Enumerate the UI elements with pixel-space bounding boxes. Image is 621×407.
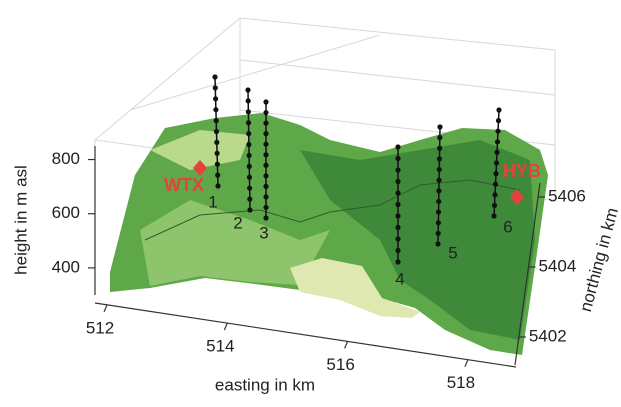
profile-dot [493, 182, 498, 187]
profile-dot [494, 150, 499, 155]
profile-dot [215, 173, 220, 178]
z-tick-label: 400 [52, 257, 80, 276]
profile-dot [263, 184, 268, 189]
profile-dot [212, 74, 217, 79]
profile-dot [395, 202, 400, 207]
profile-dot [263, 163, 268, 168]
profile-dot [436, 188, 441, 193]
profile-dot [395, 167, 400, 172]
terrain [110, 113, 548, 355]
profile-label: 5 [448, 243, 457, 262]
profile-dot [263, 205, 268, 210]
profile-dot [246, 120, 251, 125]
profile-dot [494, 160, 499, 165]
profile-label: 1 [208, 192, 217, 211]
profile-dot [395, 179, 400, 184]
profile-dot [491, 213, 496, 218]
profile-dot [395, 248, 400, 253]
profile-dot [495, 139, 500, 144]
profile-dot [247, 175, 252, 180]
profile-label: 6 [503, 217, 512, 236]
profile-dot [436, 220, 441, 225]
profile-dot [246, 153, 251, 158]
profile-dot [263, 194, 268, 199]
x-tick-label: 518 [447, 373, 475, 392]
profile-dot [496, 118, 501, 123]
profile-dot [496, 107, 501, 112]
profile-dot [213, 96, 218, 101]
profile-dot [247, 164, 252, 169]
profile-dot [395, 225, 400, 230]
z-axis-label: height in m asl [11, 165, 30, 275]
x-tick [104, 305, 107, 312]
profile-dot [247, 196, 252, 201]
profile-dot [263, 173, 268, 178]
x-tick [345, 341, 348, 348]
profile-dot [492, 203, 497, 208]
profile-dot [247, 186, 252, 191]
z-tick-label: 600 [52, 203, 80, 222]
profile-dot [214, 140, 219, 145]
profile-dot [263, 142, 268, 147]
profile-dot [437, 135, 442, 140]
profile-dot [213, 85, 218, 90]
x-tick [465, 360, 468, 367]
profile-dot [435, 241, 440, 246]
y-axis-label: northing in km [576, 206, 621, 314]
station-label: HYB [503, 161, 541, 181]
profile-dot [395, 144, 400, 149]
profile-dot [437, 167, 442, 172]
profile-dot [395, 156, 400, 161]
profile-dot [263, 152, 268, 157]
profile-dot [436, 178, 441, 183]
profile-label: 2 [233, 213, 242, 232]
station-label: WTX [164, 175, 204, 195]
profile-dot [492, 192, 497, 197]
profile-dot [263, 215, 268, 220]
z-tick-label: 800 [52, 149, 80, 168]
profile-dot [437, 124, 442, 129]
x-tick [224, 323, 227, 330]
profile-dot [437, 146, 442, 151]
profile-dot [246, 142, 251, 147]
profile-dot [437, 156, 442, 161]
y-tick-label: 5402 [529, 326, 567, 345]
profile-dot [215, 151, 220, 156]
profile-dot [263, 131, 268, 136]
profile-label: 3 [259, 223, 268, 242]
x-axis-label: easting in km [215, 375, 315, 394]
x-tick-label: 516 [326, 355, 354, 374]
profile-dot [215, 183, 220, 188]
profile-dot [395, 190, 400, 195]
profile-dot [436, 231, 441, 236]
profile-dot [246, 98, 251, 103]
x-tick-label: 514 [206, 337, 234, 356]
profile-dot [245, 87, 250, 92]
profile-dot [263, 110, 268, 115]
profile-dot [495, 129, 500, 134]
profile-dot [493, 171, 498, 176]
profile-dot [213, 107, 218, 112]
profile-dot [246, 131, 251, 136]
y-tick-label: 5406 [548, 186, 586, 205]
profile-dot [214, 118, 219, 123]
profile-dot [436, 199, 441, 204]
profile-dot [395, 259, 400, 264]
profile-dot [395, 213, 400, 218]
profile-dot [215, 162, 220, 167]
profile-dot [263, 99, 268, 104]
profile-dot [395, 236, 400, 241]
chart: 1 2 3 4 5 6 WTX HYB easting in km height… [0, 0, 621, 407]
profile-dot [263, 120, 268, 125]
profile-dot [214, 129, 219, 134]
x-tick-label: 512 [86, 318, 114, 337]
profile-dot [247, 207, 252, 212]
profile-dot [246, 109, 251, 114]
profile-label: 4 [395, 269, 404, 288]
profile-dot [436, 209, 441, 214]
y-tick-label: 5404 [538, 256, 576, 275]
